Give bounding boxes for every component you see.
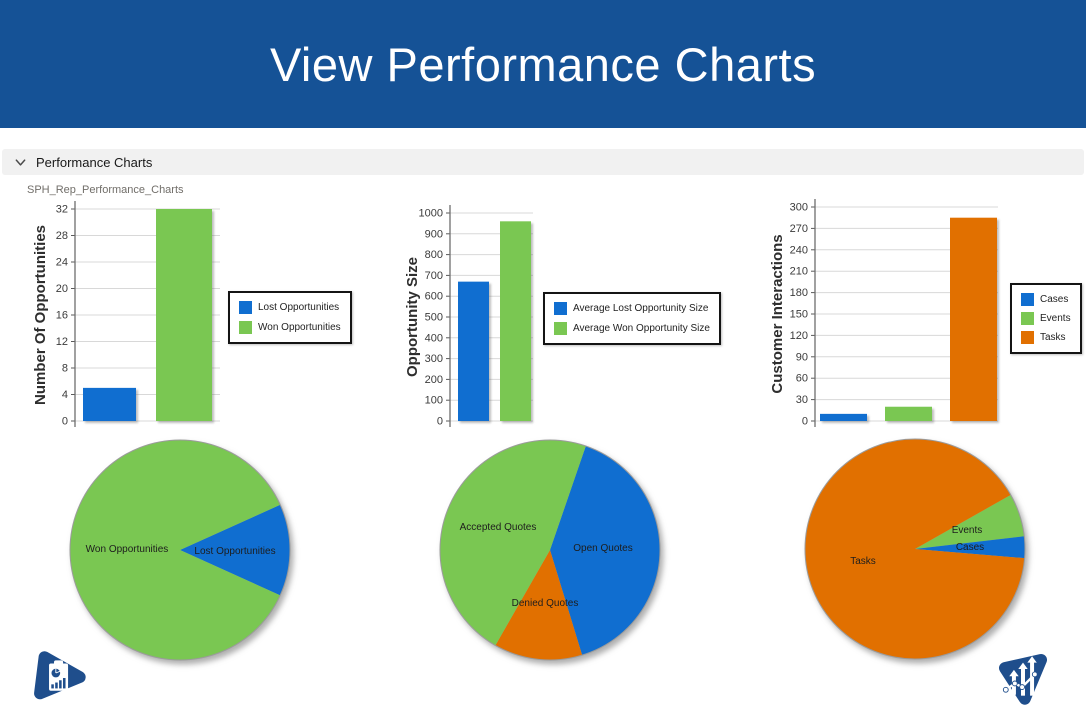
tick-label: 900 <box>425 228 443 240</box>
tick-label: 8 <box>62 363 68 375</box>
tick-label: 0 <box>437 416 443 428</box>
legend-swatch <box>554 322 567 335</box>
tick-label: 32 <box>56 204 68 216</box>
tick-label: 0 <box>802 416 808 428</box>
tick-label: 200 <box>425 374 443 386</box>
tick-label: 300 <box>425 353 443 365</box>
pie-slice-label: Open Quotes <box>573 543 632 554</box>
legend-label: Average Lost Opportunity Size <box>573 303 709 314</box>
legend-swatch <box>1021 293 1034 306</box>
legend-swatch <box>1021 312 1034 325</box>
pie-slice-lost-opportunities[interactable] <box>180 504 290 596</box>
opportunity-size-bar-chart[interactable]: 0 100 200 300 400 500 600 700 800 900 1000 Opportun… <box>395 196 715 432</box>
legend-swatch <box>239 321 252 334</box>
tick-label: 270 <box>790 223 808 235</box>
tick-label: 20 <box>56 283 68 295</box>
tick-label: 120 <box>790 330 808 342</box>
opportunities-legend: Lost Opportunities Won Opportunities <box>228 291 352 344</box>
pie-slice-label: Cases <box>956 542 984 553</box>
tick-label: 240 <box>790 244 808 256</box>
opportunity-size-legend: Average Lost Opportunity Size Average Won… <box>543 292 721 345</box>
legend-item[interactable]: Events <box>1021 312 1071 325</box>
tick-label: 30 <box>796 394 808 406</box>
pie-outline <box>804 438 1026 660</box>
legend-label: Tasks <box>1040 332 1066 343</box>
interactions-pie-chart[interactable]: Events Cases Tasks <box>795 429 1035 669</box>
pie-slice-label: Lost Opportunities <box>194 546 275 557</box>
customer-interactions-bar-chart[interactable]: 0 30 60 90 120 150 180 210 240 270 300 Customer Int… <box>760 196 1086 432</box>
customer-interactions-legend: Cases Events Tasks <box>1010 283 1082 354</box>
tick-label: 600 <box>425 291 443 303</box>
legend-label: Events <box>1040 313 1071 324</box>
pie-slice-won-opportunities[interactable] <box>70 440 281 660</box>
pie-slice-label: Denied Quotes <box>512 598 579 609</box>
page-title: View Performance Charts <box>269 37 817 91</box>
legend-swatch <box>239 301 252 314</box>
tick-label: 400 <box>425 332 443 344</box>
pie-slice-open-quotes[interactable] <box>550 445 660 656</box>
y-axis-label: Number Of Opportunities <box>32 225 49 405</box>
tick-label: 700 <box>425 270 443 282</box>
opportunities-bar-chart[interactable]: 0 4 8 12 16 20 24 28 32 Number Of Opportunities <box>20 196 360 432</box>
pie-outline <box>69 439 291 661</box>
legend-label: Average Won Opportunity Size <box>573 323 710 334</box>
bar-average-lost-opportunity-size[interactable] <box>458 281 489 421</box>
pie-slice-events[interactable] <box>915 494 1025 549</box>
pie-slice-label: Won Opportunities <box>86 544 169 555</box>
y-axis-label: Customer Interactions <box>769 234 786 393</box>
report-clipboard-logo-icon <box>34 651 86 700</box>
report-name: SPH_Rep_Performance_Charts <box>27 184 184 196</box>
tick-label: 28 <box>56 230 68 242</box>
bar-won-opportunities[interactable] <box>156 209 212 421</box>
pie-slice-label: Accepted Quotes <box>460 522 537 533</box>
bar-cases[interactable] <box>820 413 867 421</box>
legend-item[interactable]: Won Opportunities <box>239 321 341 334</box>
bar-lost-opportunities[interactable] <box>83 387 136 421</box>
tick-label: 210 <box>790 266 808 278</box>
tick-label: 100 <box>425 395 443 407</box>
tick-label: 0 <box>62 416 68 428</box>
pie-slice-accepted-quotes[interactable] <box>440 440 586 646</box>
quotes-pie-chart[interactable]: Open Quotes Denied Quotes Accepted Quotes <box>430 430 670 670</box>
tick-label: 60 <box>796 373 808 385</box>
legend-item[interactable]: Average Lost Opportunity Size <box>554 302 710 315</box>
legend-label: Cases <box>1040 294 1069 305</box>
pie-slice-cases[interactable] <box>915 536 1025 559</box>
legend-swatch <box>554 302 567 315</box>
legend-item[interactable]: Average Won Opportunity Size <box>554 322 710 335</box>
tick-label: 500 <box>425 312 443 324</box>
page-header-banner: View Performance Charts <box>0 0 1086 128</box>
tick-label: 150 <box>790 309 808 321</box>
tick-label: 90 <box>796 351 808 363</box>
y-axis-label: Opportunity Size <box>404 257 421 377</box>
legend-label: Won Opportunities <box>258 322 341 333</box>
bar-average-won-opportunity-size[interactable] <box>500 221 531 421</box>
legend-item[interactable]: Tasks <box>1021 331 1071 344</box>
pie-slice-label: Tasks <box>850 556 876 567</box>
section-performance-charts[interactable]: Performance Charts <box>2 149 1084 175</box>
tick-label: 4 <box>62 389 68 401</box>
pie-slice-tasks[interactable] <box>804 439 1025 659</box>
tick-label: 16 <box>56 310 68 322</box>
pie-outline <box>439 439 661 661</box>
legend-label: Lost Opportunities <box>258 302 340 313</box>
tick-label: 300 <box>790 202 808 214</box>
legend-item[interactable]: Cases <box>1021 293 1071 306</box>
bar-tasks[interactable] <box>950 217 997 421</box>
section-label: Performance Charts <box>36 154 153 170</box>
tick-label: 12 <box>56 336 68 348</box>
pie-slice-denied-quotes[interactable] <box>495 550 583 660</box>
tick-label: 24 <box>56 257 68 269</box>
growth-arrows-logo-icon <box>998 653 1048 705</box>
opportunities-pie-chart[interactable]: Lost Opportunities Won Opportunities <box>60 430 300 670</box>
chevron-down-icon[interactable] <box>14 156 27 169</box>
bar-events[interactable] <box>885 406 932 421</box>
legend-item[interactable]: Lost Opportunities <box>239 301 341 314</box>
tick-label: 800 <box>425 249 443 261</box>
tick-label: 180 <box>790 287 808 299</box>
pie-slice-label: Events <box>952 525 983 536</box>
legend-swatch <box>1021 331 1034 344</box>
tick-label: 1000 <box>419 208 443 220</box>
